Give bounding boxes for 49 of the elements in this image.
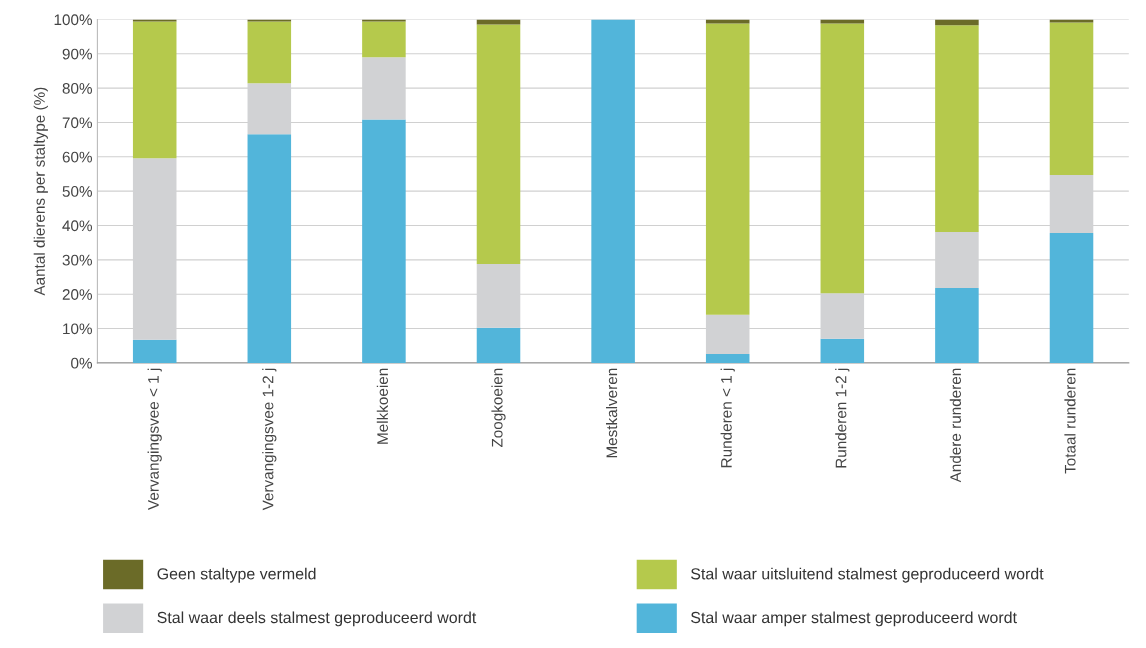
y-tick-label: 90%	[62, 48, 93, 60]
bar	[132, 21, 177, 159]
bar	[362, 21, 406, 58]
x-tick-label: Mestkalveren	[605, 368, 618, 458]
x-tick-label: Totaal runderen	[1064, 368, 1076, 474]
bar	[247, 19, 292, 22]
x-tick-label: Runderen < 1 j	[720, 368, 735, 468]
bar	[820, 338, 865, 363]
bar	[476, 19, 521, 25]
y-tick-label: 0%	[71, 357, 93, 369]
x-tick-label: Zoogkoeien	[491, 368, 506, 448]
bar	[935, 25, 979, 233]
y-tick-label: 40%	[62, 220, 93, 232]
bar	[476, 24, 521, 264]
x-tick-label: Vervangingsvee < 1 j	[147, 368, 162, 510]
y-tick-label: 100%	[54, 14, 93, 26]
y-tick-label: 20%	[62, 289, 93, 300]
y-tick-label: 60%	[62, 151, 93, 163]
bar	[476, 327, 521, 363]
x-tick-label: Runderen 1-2 j	[835, 368, 850, 468]
y-tick-label: 50%	[62, 186, 93, 197]
bar	[591, 19, 635, 363]
legend-label: Stal waar amper stalmest geproduceerd wordt	[691, 611, 1017, 627]
bar	[705, 353, 750, 363]
x-tick-label: Andere runderen	[949, 368, 962, 483]
bar	[935, 288, 979, 363]
legend-label: Geen staltype vermeld	[157, 567, 316, 583]
bar	[247, 134, 292, 363]
y-tick-label: 30%	[62, 254, 93, 266]
y-tick-label: 10%	[63, 323, 93, 335]
legend-label: Stal waar deels stalmest geproduceerd wordt	[157, 611, 477, 627]
y-tick-label: 70%	[62, 117, 93, 129]
y-tick-label: 80%	[62, 83, 93, 94]
bar	[362, 119, 406, 363]
bar	[1049, 22, 1094, 176]
x-tick-label: Vervangingsvee 1-2 j	[262, 368, 277, 511]
legend-label: Stal waar uitsluitend stalmest geproduceerd wordt	[691, 567, 1044, 583]
bar	[132, 339, 177, 363]
y-axis-title: Aantal dierens per staltype (%)	[33, 87, 48, 296]
bar	[1049, 19, 1094, 23]
bar	[1049, 233, 1094, 363]
bar	[132, 19, 177, 22]
bar	[362, 19, 406, 22]
bar	[820, 19, 865, 24]
bar	[247, 21, 292, 84]
bar	[820, 23, 865, 294]
bar	[705, 23, 750, 315]
bar	[705, 19, 750, 24]
x-tick-label: Melkkoeien	[376, 368, 389, 444]
